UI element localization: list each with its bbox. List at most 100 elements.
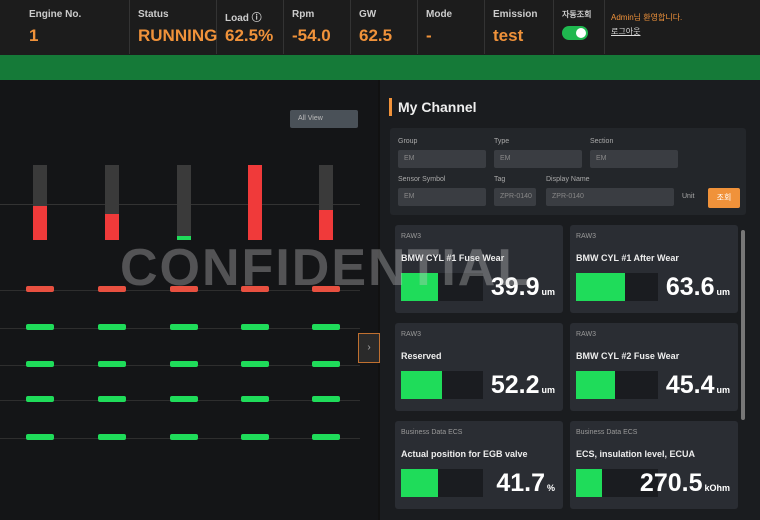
value-number: 41.7 <box>496 469 545 497</box>
scrollbar <box>741 230 745 420</box>
value-unit: um <box>716 385 731 395</box>
card-name: Reserved <box>401 351 442 361</box>
sensor-card[interactable]: Business Data ECS Actual position for EGB… <box>395 421 563 509</box>
filter-input[interactable]: EM <box>590 150 678 168</box>
card-value: 41.7% <box>496 469 555 498</box>
card-group: RAW3 <box>401 233 421 240</box>
card-group: Business Data ECS <box>576 429 638 436</box>
row-bar <box>170 434 198 440</box>
sensor-card[interactable]: RAW3 BMW CYL #1 Fuse Wear 39.9 um <box>395 225 563 313</box>
row-bar <box>312 324 340 330</box>
header-cell: 자동조회 <box>554 0 605 54</box>
header-value: test <box>493 26 524 45</box>
row-bar <box>312 286 340 292</box>
status-band <box>0 55 760 80</box>
card-name: BMW CYL #1 Fuse Wear <box>401 253 505 263</box>
value-number: 52.2 <box>490 371 540 399</box>
filter-label: Type <box>494 138 510 145</box>
card-bar <box>576 273 658 301</box>
filter-label: Sensor Symbol <box>398 176 446 183</box>
row-bar <box>241 324 269 330</box>
sensor-card[interactable]: RAW3 Reserved 52.2 um <box>395 323 563 411</box>
row-bar <box>26 286 54 292</box>
filter-input[interactable]: EM <box>494 150 582 168</box>
value-unit: um <box>716 287 731 297</box>
header-cell: GW 62.5 <box>351 0 418 54</box>
gauges <box>0 80 378 520</box>
row-bar <box>312 396 340 402</box>
row-bar <box>312 434 340 440</box>
toggle-label: 자동조회 <box>562 10 592 19</box>
card-bar-fill <box>576 469 603 497</box>
watermark: CONFIDENTIAL <box>120 239 532 297</box>
filter-toggle[interactable]: Unit <box>682 193 695 200</box>
header-value: 62.5 <box>359 26 393 45</box>
header-value: 1 <box>29 26 39 45</box>
gauge-fill <box>105 213 119 240</box>
header-cell: Load ⓘ 62.5% <box>217 0 284 54</box>
filter-input[interactable]: ZPR-0140 <box>494 188 536 206</box>
gauge-tube <box>105 165 119 240</box>
card-value: 39.9 um <box>491 273 555 302</box>
sensor-card[interactable]: Business Data ECS ECS, insulation level, … <box>570 421 738 509</box>
cards: RAW3 BMW CYL #1 Fuse Wear 39.9 um RAW3 BMW CY… <box>380 80 760 520</box>
view-button[interactable]: All View <box>290 110 358 128</box>
value-unit: um <box>541 287 556 297</box>
header-label: Mode <box>426 9 453 20</box>
row-bar <box>241 434 269 440</box>
card-bar <box>576 371 658 399</box>
card-group: Business Data ECS <box>401 429 463 436</box>
gauge-fill <box>177 236 191 240</box>
header-value: RUNNING <box>138 26 218 45</box>
collapse-toggle[interactable]: › <box>358 333 380 363</box>
row-bar <box>170 396 198 402</box>
filter-input[interactable]: EM <box>398 150 486 168</box>
panel-title: My Channel <box>398 99 477 115</box>
filter-input[interactable]: ZPR-0140 <box>546 188 674 206</box>
left-panel: All View <box>0 80 378 520</box>
gauge-tube <box>248 165 262 240</box>
gauge-tube <box>177 165 191 240</box>
header-label: Load ⓘ <box>225 13 262 24</box>
sensor-card[interactable]: RAW3 BMW CYL #1 After Wear 63.6 um <box>570 225 738 313</box>
logout-link[interactable]: 로그아웃 <box>611 27 641 36</box>
header-label: Engine No. <box>29 9 82 20</box>
card-value: 63.6 um <box>666 273 730 302</box>
value-number: 270.5 <box>639 469 703 497</box>
sensor-card[interactable]: RAW3 BMW CYL #2 Fuse Wear 45.4 um <box>570 323 738 411</box>
filter-input[interactable]: EM <box>398 188 486 206</box>
card-group: RAW3 <box>401 331 421 338</box>
toggle-switch[interactable] <box>562 26 588 40</box>
row-bar <box>98 286 126 292</box>
filter-box: Group EM Type EM Section EM Sensor Symbol EM Tag… <box>390 128 746 215</box>
bar-rows <box>0 80 378 520</box>
card-value: 270.5 kOhm <box>640 469 730 498</box>
header-value: 62.5% <box>225 26 274 45</box>
value-unit: % <box>546 483 555 493</box>
row-bar <box>170 361 198 367</box>
card-bar <box>401 469 483 497</box>
header-cell: Mode - <box>418 0 485 54</box>
toggle-knob <box>576 28 586 38</box>
row-bar <box>26 361 54 367</box>
header-cell: Admin님 환영합니다. 로그아웃 <box>605 0 760 54</box>
filter-label: Group <box>398 138 418 145</box>
title-accent <box>389 98 392 116</box>
header: Engine No. 1 Status RUNNING Load ⓘ 62.5% Rpm -5… <box>0 0 760 55</box>
value-unit: kOhm <box>704 483 730 493</box>
header-label: Emission <box>493 9 538 20</box>
row-bar <box>170 324 198 330</box>
row-bar <box>241 396 269 402</box>
card-value: 52.2 um <box>491 371 555 400</box>
header-cell: Rpm -54.0 <box>284 0 351 54</box>
row-bar <box>26 396 54 402</box>
value-unit: um <box>541 385 556 395</box>
header-cell: Status RUNNING <box>130 0 217 54</box>
search-button[interactable]: 조회 <box>708 188 740 208</box>
card-name: Actual position for EGB valve <box>401 449 528 459</box>
card-group: RAW3 <box>576 331 596 338</box>
card-bar-fill <box>576 371 616 399</box>
header-value: -54.0 <box>292 26 331 45</box>
row-bar <box>98 396 126 402</box>
